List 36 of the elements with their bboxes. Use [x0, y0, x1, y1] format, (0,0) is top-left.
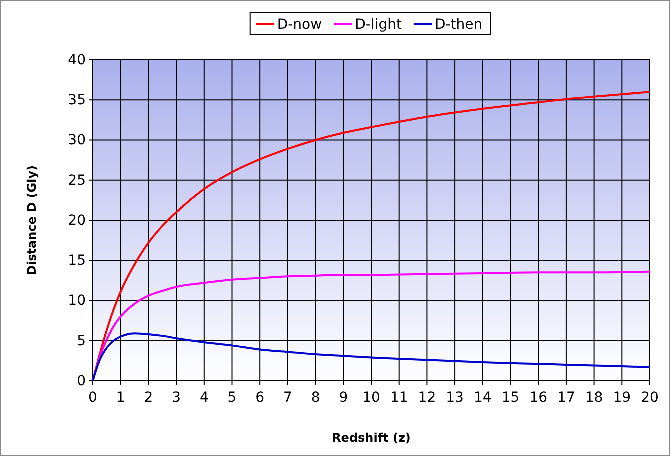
x-tick-label: 10 [362, 390, 380, 406]
x-tick-label: 5 [228, 390, 237, 406]
x-tick-label: 2 [144, 390, 154, 406]
x-tick-label: 15 [502, 390, 520, 406]
x-tick-label: 17 [558, 390, 576, 406]
legend-label: D-light [355, 17, 402, 33]
y-tick-label: 40 [68, 52, 86, 68]
x-tick-label: 19 [613, 390, 632, 406]
x-tick-label: 14 [474, 390, 492, 406]
y-tick-label: 35 [68, 92, 86, 109]
y-tick-label: 20 [68, 212, 86, 229]
line-series [92, 332, 651, 382]
x-tick-label: 9 [339, 390, 348, 406]
x-tick-label: 3 [172, 390, 182, 406]
legend-label: D-then [434, 17, 483, 33]
y-tick-label: 10 [68, 293, 86, 310]
x-tick-label: 12 [418, 390, 436, 406]
x-tick-label: 4 [200, 390, 209, 406]
x-tick-label: 16 [530, 390, 548, 406]
x-axis-title: Redshift (z) [332, 431, 411, 445]
x-tick-label: 0 [88, 390, 98, 406]
x-tick-label: 11 [390, 390, 408, 406]
x-tick-label: 6 [256, 390, 265, 406]
x-tick-label: 8 [311, 390, 320, 406]
y-tick-label: 0 [77, 373, 86, 390]
x-tick-label: 13 [446, 390, 464, 406]
x-tick-label: 20 [641, 390, 659, 406]
y-tick-label: 15 [68, 253, 86, 270]
y-tick-label: 30 [68, 132, 86, 149]
x-tick-label: 1 [116, 390, 126, 406]
y-tick-label: 25 [68, 172, 86, 189]
legend-label: D-now [277, 17, 322, 33]
x-tick-label: 7 [283, 390, 292, 406]
y-axis-title: Distance D (Gly) [25, 166, 39, 276]
x-tick-label: 18 [585, 390, 604, 406]
y-tick-label: 5 [77, 333, 86, 350]
